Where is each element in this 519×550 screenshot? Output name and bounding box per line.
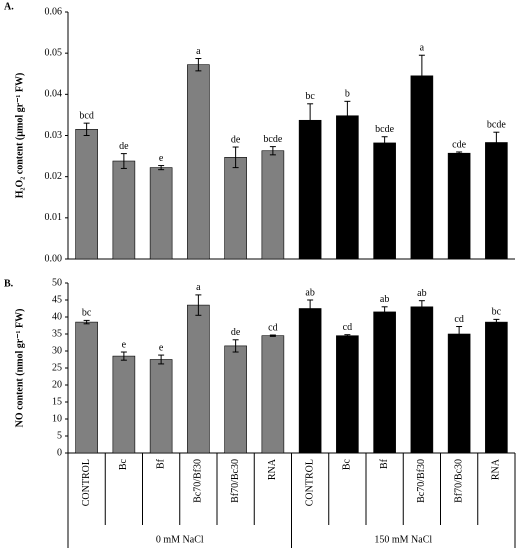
data-label: bc: [82, 308, 92, 319]
data-label: e: [159, 153, 164, 164]
bar: [149, 167, 173, 260]
data-label: de: [119, 141, 129, 152]
bar: [149, 359, 173, 454]
y-tick-label: 35: [52, 328, 62, 339]
bar: [261, 335, 285, 454]
data-label: bcde: [263, 134, 282, 145]
y-tick-label: 0.06: [45, 6, 63, 17]
x-tick-label: Bf: [379, 458, 390, 469]
y-tick-label: 0.03: [45, 130, 63, 141]
data-label: bc: [492, 307, 502, 318]
y-tick-label: 0.00: [45, 253, 63, 264]
y-tick-label: 5: [57, 430, 62, 441]
y-tick-label: 0.05: [45, 47, 63, 58]
bar: [410, 75, 434, 260]
y-tick-label: 0.04: [45, 89, 63, 100]
y-tick-label: 15: [52, 396, 62, 407]
y-axis-title: NO content (nmol gr⁻¹ FW): [14, 309, 25, 428]
bar: [75, 129, 98, 260]
y-tick-label: 0.01: [45, 212, 63, 223]
bar: [112, 355, 136, 454]
data-label: a: [420, 43, 425, 54]
y-tick-label: 45: [52, 294, 62, 305]
data-label: e: [122, 339, 127, 350]
y-tick-label: 10: [52, 413, 62, 424]
x-tick-label: Bc70/Bf30: [193, 459, 204, 503]
data-label: bc: [305, 91, 315, 102]
bar: [336, 335, 359, 454]
bar: [298, 308, 322, 454]
data-label: b: [345, 89, 350, 100]
data-label: a: [196, 282, 201, 293]
bar: [447, 333, 471, 454]
data-label: a: [196, 46, 201, 57]
data-label: bcde: [375, 124, 394, 135]
y-tick-label: 40: [52, 311, 62, 322]
group-label: 150 mM NaCl: [374, 534, 432, 545]
data-label: e: [159, 342, 164, 353]
x-tick-label: Bc: [342, 458, 353, 470]
x-tick-label: Bc70/Bf30: [416, 459, 427, 503]
bar: [373, 142, 396, 260]
data-label: de: [231, 327, 241, 338]
x-tick-label: CONTROL: [81, 459, 92, 506]
data-label: de: [231, 134, 241, 145]
x-tick-label: Bf70/Bc30: [230, 459, 241, 503]
x-tick-label: Bf70/Bc30: [453, 459, 464, 503]
data-label: cd: [343, 322, 352, 333]
y-tick-label: 0.02: [45, 171, 63, 182]
panel-label: A.: [4, 1, 14, 12]
data-label: cd: [454, 314, 463, 325]
data-label: ab: [305, 287, 314, 298]
bar: [224, 345, 247, 454]
data-label: bcde: [487, 120, 506, 131]
x-tick-label: Bf: [155, 458, 166, 469]
bar: [410, 306, 434, 454]
panel-label: B.: [4, 278, 14, 289]
bar: [224, 157, 247, 260]
y-tick-label: 25: [52, 362, 62, 373]
bar: [485, 321, 508, 454]
bar: [373, 311, 396, 454]
x-tick-label: RNA: [491, 458, 502, 480]
bar: [187, 304, 210, 454]
bar: [112, 160, 136, 260]
y-tick-label: 20: [52, 379, 62, 390]
group-label: 0 mM NaCl: [156, 534, 204, 545]
bar: [187, 64, 210, 260]
x-tick-label: Bc: [118, 458, 129, 470]
bar: [75, 321, 98, 454]
y-tick-label: 30: [52, 345, 62, 356]
bar: [298, 119, 322, 260]
y-axis-title: H₂O₂ content (µmol gr⁻¹ FW): [14, 73, 25, 199]
bar: [261, 150, 285, 260]
x-tick-label: CONTROL: [304, 459, 315, 506]
y-tick-label: 0: [57, 447, 62, 458]
data-label: ab: [380, 294, 389, 305]
y-tick-label: 50: [52, 277, 62, 288]
bar: [336, 115, 359, 260]
bar: [447, 152, 471, 260]
x-tick-label: RNA: [267, 458, 278, 480]
bar: [485, 142, 508, 260]
data-label: cd: [268, 322, 277, 333]
data-label: bcd: [79, 110, 93, 121]
data-label: ab: [417, 288, 426, 299]
data-label: cde: [452, 139, 466, 150]
